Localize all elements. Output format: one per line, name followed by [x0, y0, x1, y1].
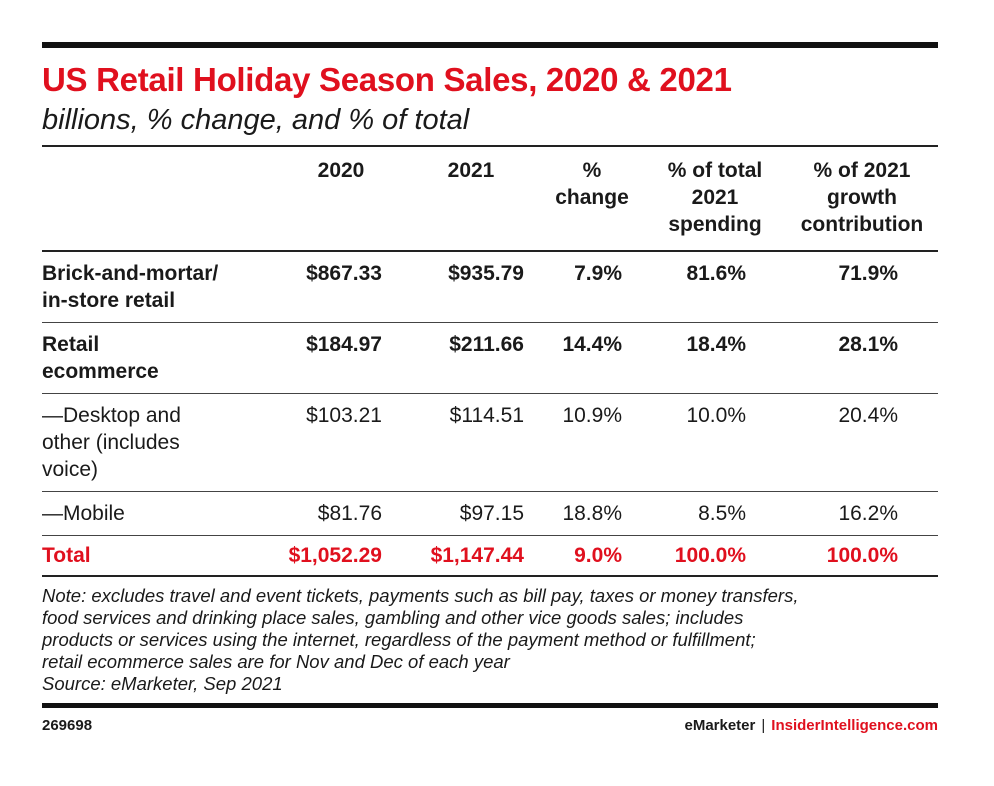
bottom-rule — [42, 703, 938, 708]
table-cell: 10.9% — [562, 404, 622, 427]
table-body: Brick-and-mortar/in-store retail $867.33 $… — [42, 251, 938, 576]
table-cell: $97.15 — [459, 502, 524, 525]
row-label-line: voice) — [42, 458, 99, 481]
chart-card: US Retail Holiday Season Sales, 2020 & 2… — [42, 42, 938, 734]
column-header-line: 2021 — [447, 159, 495, 182]
column-header: % of total 2021 spending — [644, 147, 786, 251]
table-cell: 28.1% — [838, 333, 898, 356]
column-header: % change — [540, 147, 644, 251]
brand-emarketer: eMarketer — [684, 717, 756, 734]
table-cell: 81.6% — [686, 262, 746, 285]
column-header: 2021 — [402, 147, 540, 251]
column-header-line: 2021 — [691, 186, 739, 209]
row-label-line: Retail — [42, 333, 100, 356]
note-line: products or services using the internet,… — [42, 629, 756, 650]
row-label: —Mobile — [42, 492, 280, 536]
table-cell: $211.66 — [449, 333, 524, 356]
footnote: Note: excludes travel and event tickets,… — [42, 585, 938, 695]
table-cell: 100.0% — [674, 544, 746, 567]
table-row: Brick-and-mortar/in-store retail $867.33 $… — [42, 251, 938, 323]
row-label-line: ecommerce — [42, 360, 159, 383]
table-cell: $103.21 — [306, 404, 382, 427]
table-cell: 18.4% — [686, 333, 746, 356]
table-cell: $867.33 — [306, 262, 382, 285]
column-header-line: % of 2021 — [813, 159, 911, 182]
column-header: % of 2021 growth contribution — [786, 147, 938, 251]
table-cell: $114.51 — [449, 404, 524, 427]
note-lines: Note: excludes travel and event tickets,… — [42, 585, 938, 673]
table-cell: 16.2% — [838, 502, 898, 525]
column-header-line: growth — [827, 186, 897, 209]
row-label-line: —Desktop and — [42, 404, 181, 427]
table-row: —Mobile $81.76 $97.15 18.8% 8.5% 16.2% — [42, 492, 938, 536]
table-row: —Desktop and other (includes voice) $103.21… — [42, 394, 938, 492]
table-cell: $81.76 — [317, 502, 382, 525]
note-line: Note: excludes travel and event tickets,… — [42, 585, 799, 606]
data-table: 2020 2021% change% of total 2021 spending% o… — [42, 147, 938, 577]
table-cell: $935.79 — [448, 262, 524, 285]
row-label-line: in-store retail — [42, 289, 176, 312]
footer: 269698 eMarketer | InsiderIntelligence.com — [42, 717, 938, 734]
column-header-line: 2020 — [317, 159, 365, 182]
top-rule — [42, 42, 938, 48]
source-line: Source: eMarketer, Sep 2021 — [42, 673, 283, 694]
column-header-line: contribution — [800, 213, 924, 236]
row-label: Retail ecommerce — [42, 323, 280, 394]
table-row: Retail ecommerce $184.97 $211.66 14.4% 18.4% 2… — [42, 323, 938, 394]
header-rule — [42, 145, 938, 147]
column-header-line: change — [555, 186, 629, 209]
table-cell: $1,147.44 — [430, 544, 524, 567]
row-label: Brick-and-mortar/in-store retail — [42, 251, 280, 323]
chart-subtitle: billions, % change, and % of total — [42, 104, 470, 136]
row-label: —Desktop and other (includes voice) — [42, 394, 280, 492]
row-label-line: —Mobile — [42, 502, 125, 525]
table-cell: 14.4% — [562, 333, 622, 356]
chart-title: US Retail Holiday Season Sales, 2020 & 2… — [42, 61, 732, 98]
total-row: Total $1,052.29 $1,147.44 9.0% 100.0% 100.0% — [42, 536, 938, 577]
table-cell: 9.0% — [574, 544, 622, 567]
row-header-cell — [42, 147, 280, 251]
table-cell: 10.0% — [686, 404, 746, 427]
table-cell: 100.0% — [826, 544, 898, 567]
column-header-line: % — [582, 159, 602, 182]
row-label-line: other (includes — [42, 431, 180, 454]
brand-insider-intelligence[interactable]: InsiderIntelligence.com — [771, 717, 938, 734]
table-cell: 7.9% — [574, 262, 622, 285]
column-header-line: spending — [668, 213, 762, 236]
table-cell: 71.9% — [838, 262, 898, 285]
table-cell: 18.8% — [562, 502, 622, 525]
brand-separator: | — [761, 717, 766, 734]
table-cell: 8.5% — [698, 502, 746, 525]
table-cell: $184.97 — [306, 333, 382, 356]
chart-id: 269698 — [42, 717, 93, 734]
table-header-row: 2020 2021% change% of total 2021 spending% o… — [42, 147, 938, 251]
note-line: food services and drinking place sales, … — [42, 607, 744, 628]
row-label-line: Brick-and-mortar/ — [42, 262, 219, 285]
table-cell: 20.4% — [838, 404, 898, 427]
column-header-line: % of total — [667, 159, 763, 182]
column-header: 2020 — [280, 147, 402, 251]
brand-credit: eMarketer | InsiderIntelligence.com — [684, 717, 938, 734]
row-label-line: Total — [42, 544, 91, 567]
note-line: retail ecommerce sales are for Nov and D… — [42, 651, 510, 672]
row-label: Total — [42, 536, 280, 577]
table-cell: $1,052.29 — [288, 544, 382, 567]
